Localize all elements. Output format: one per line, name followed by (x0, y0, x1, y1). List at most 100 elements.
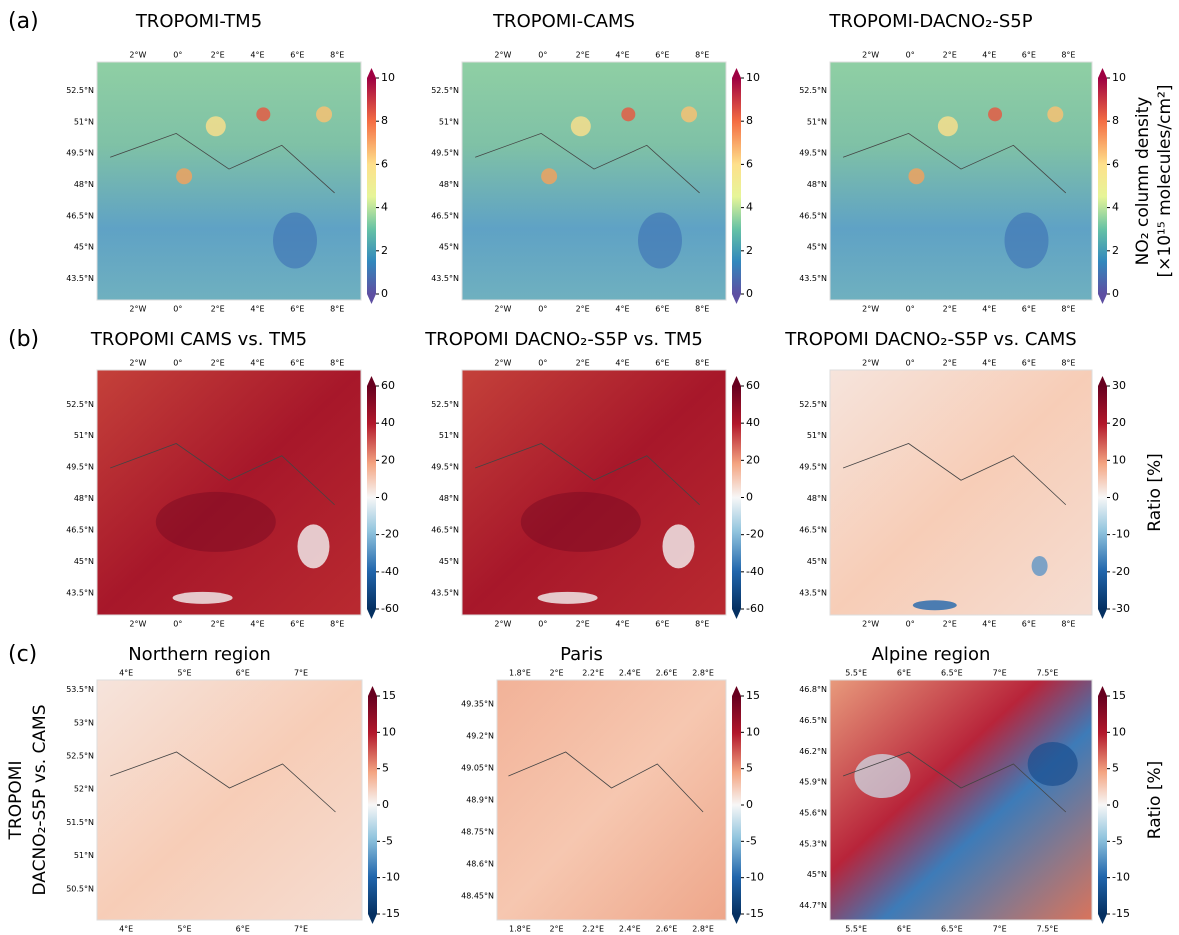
colorbar (367, 386, 376, 609)
colorbar-tick-label: 4 (1112, 201, 1119, 214)
colorbar-tick-label: -20 (746, 528, 764, 541)
lon-tick-label: 2°E (211, 359, 225, 368)
colorbar-extend (367, 68, 376, 78)
lon-tick-label: 2°E (576, 51, 590, 60)
map (829, 679, 1093, 921)
lat-tick-label: 52.5°N (431, 86, 459, 95)
map (461, 369, 727, 616)
lon-tick-label: 2.8°E (692, 925, 714, 934)
panel-label: (b) (8, 327, 39, 352)
lon-tick-label: 4°E (615, 359, 629, 368)
panel-title: TROPOMI-TM5 (135, 11, 262, 32)
panel-label: (a) (8, 9, 39, 34)
map-border (842, 132, 1067, 194)
panel-title: TROPOMI DACNO₂-S5P vs. TM5 (424, 329, 703, 350)
colorbar-tick-label: 20 (1112, 416, 1126, 429)
colorbar-extend (1098, 914, 1107, 924)
lat-tick-label: 46.5°N (799, 716, 827, 725)
lat-tick-label: 49.5°N (66, 149, 94, 158)
lat-tick-label: 45°N (807, 870, 827, 879)
lat-tick-label: 49.35°N (461, 700, 494, 709)
lat-tick-label: 43.5°N (799, 274, 827, 283)
map-feature (316, 106, 333, 123)
colorbar (732, 78, 741, 294)
map (96, 61, 362, 301)
lat-tick-label: 46.5°N (799, 211, 827, 220)
colorbar-extend (732, 686, 741, 696)
colorbar-tick-label: -10 (746, 871, 764, 884)
colorbar-tick-label: 5 (746, 762, 753, 775)
colorbar-tick-label: -10 (1112, 528, 1130, 541)
colorbar-tick-label: -40 (746, 565, 764, 578)
map-feature (912, 600, 957, 611)
map-feature (1031, 556, 1048, 576)
lat-tick-label: 45.9°N (799, 778, 827, 787)
colorbar (1098, 696, 1107, 914)
map-feature (908, 168, 925, 185)
lat-tick-label: 51°N (74, 431, 94, 440)
colorbar-extend (1098, 686, 1107, 696)
map-feature (681, 106, 698, 123)
colorbar-extend (732, 294, 741, 304)
colorbar-tick-label: 0 (381, 287, 388, 300)
map-feature (155, 491, 276, 552)
lat-tick-label: 45.6°N (799, 809, 827, 818)
lon-tick-label: 6°E (1022, 620, 1036, 629)
lon-tick-label: 5°E (177, 669, 191, 678)
lat-tick-label: 49.5°N (431, 463, 459, 472)
lon-tick-label: 2°W (494, 51, 511, 60)
colorbar (1098, 78, 1107, 294)
lon-tick-label: 2°E (943, 305, 957, 314)
colorbar-tick-label: 5 (1112, 762, 1119, 775)
colorbar-tick-label: 4 (381, 201, 388, 214)
lat-tick-label: 43.5°N (66, 588, 94, 597)
map-border (475, 132, 700, 194)
map (461, 61, 727, 301)
lon-tick-label: 2°E (211, 305, 225, 314)
lon-tick-label: 8°E (695, 620, 709, 629)
lon-tick-label: 6°E (897, 925, 911, 934)
lon-tick-label: 0° (906, 620, 915, 629)
map-feature (256, 107, 271, 122)
lat-tick-label: 51°N (807, 431, 827, 440)
colorbar-extend (367, 376, 376, 386)
colorbar-extend (732, 914, 741, 924)
lat-tick-label: 46.5°N (66, 526, 94, 535)
colorbar-tick-label: 2 (1112, 244, 1119, 257)
map-feature (273, 212, 317, 269)
colorbar-tick-label: -5 (1112, 834, 1123, 847)
map-border (110, 443, 335, 506)
lon-tick-label: 4°E (119, 925, 133, 934)
lon-tick-label: 6°E (655, 620, 669, 629)
lat-tick-label: 52.5°N (431, 400, 459, 409)
lon-tick-label: 6.5°E (941, 669, 963, 678)
lon-tick-label: 6°E (655, 305, 669, 314)
lat-tick-label: 45°N (807, 243, 827, 252)
lon-tick-label: 7°E (294, 925, 308, 934)
colorbar-label: Ratio [%] (1145, 761, 1165, 839)
lon-tick-label: 8°E (1061, 620, 1075, 629)
lon-tick-label: 2°W (129, 620, 146, 629)
colorbar-tick-label: 8 (746, 114, 753, 127)
lon-tick-label: 4°E (982, 359, 996, 368)
lon-tick-label: 6°E (290, 51, 304, 60)
lat-tick-label: 48.6°N (466, 860, 494, 869)
lon-tick-label: 6°E (1022, 359, 1036, 368)
colorbar-tick-label: 10 (746, 725, 760, 738)
lon-tick-label: 7.5°E (1037, 669, 1059, 678)
colorbar (732, 386, 741, 609)
colorbar-tick-label: 2 (746, 244, 753, 257)
colorbar-tick-label: -10 (382, 871, 400, 884)
colorbar-tick-label: -30 (1112, 602, 1130, 615)
map-border (842, 751, 1067, 813)
map-feature (621, 107, 636, 122)
lon-tick-label: 8°E (1061, 51, 1075, 60)
lon-tick-label: 1.8°E (509, 669, 531, 678)
map-feature (541, 168, 558, 185)
lon-tick-label: 4°E (615, 620, 629, 629)
map (829, 369, 1093, 616)
colorbar-tick-label: 0 (746, 798, 753, 811)
map-border (475, 443, 700, 506)
lat-tick-label: 51.5°N (66, 818, 94, 827)
lon-tick-label: 2°W (862, 51, 879, 60)
